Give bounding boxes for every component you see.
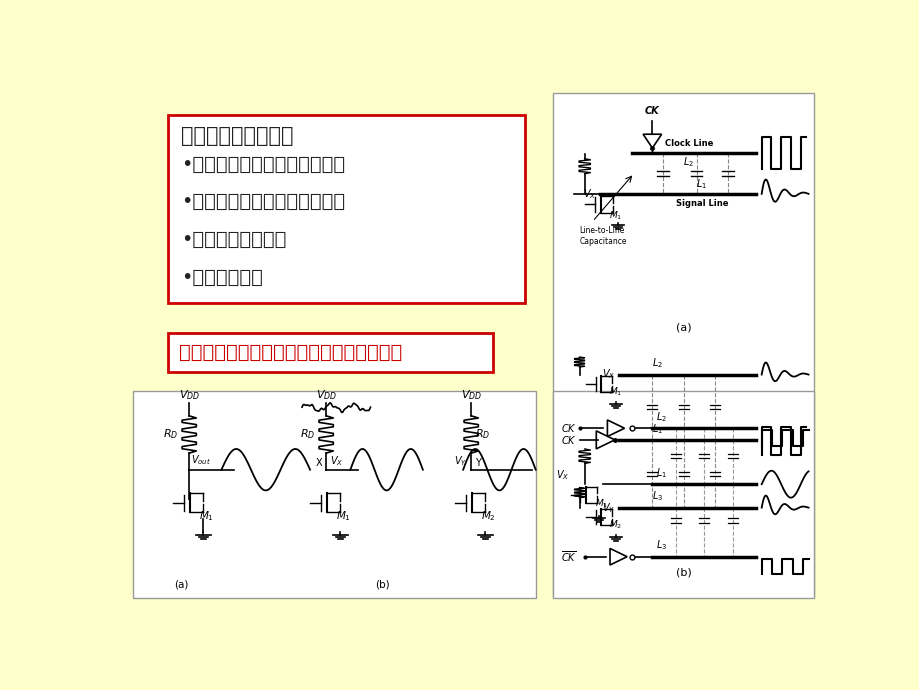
Text: X: X bbox=[315, 457, 323, 468]
Text: $R_D$: $R_D$ bbox=[300, 428, 315, 442]
Text: (a): (a) bbox=[174, 580, 188, 590]
Text: Y: Y bbox=[474, 457, 480, 468]
Text: •线性度相对高: •线性度相对高 bbox=[181, 268, 263, 287]
FancyBboxPatch shape bbox=[132, 391, 535, 598]
Text: CK: CK bbox=[644, 106, 659, 116]
Text: (b): (b) bbox=[375, 580, 390, 590]
Text: $M_1$: $M_1$ bbox=[608, 385, 621, 397]
Text: (b): (b) bbox=[675, 568, 691, 578]
Text: $L_2$: $L_2$ bbox=[652, 357, 663, 371]
Text: Signal Line: Signal Line bbox=[675, 199, 727, 208]
Text: $L_3$: $L_3$ bbox=[652, 490, 663, 504]
Text: $M_2$: $M_2$ bbox=[608, 518, 621, 531]
Text: $M_1$: $M_1$ bbox=[199, 509, 214, 523]
Text: $V_X$: $V_X$ bbox=[601, 368, 614, 382]
Text: •增大了可得到的最大电压摏幅: •增大了可得到的最大电压摏幅 bbox=[181, 193, 345, 211]
Text: $V_Y$: $V_Y$ bbox=[601, 501, 614, 515]
Text: $M_1$: $M_1$ bbox=[594, 497, 607, 510]
Text: $L_1$: $L_1$ bbox=[655, 466, 666, 480]
Text: (a): (a) bbox=[675, 323, 691, 333]
Text: 关于差动电路和单端电路的版图面积问题！: 关于差动电路和单端电路的版图面积问题！ bbox=[179, 343, 402, 362]
Text: $V_{DD}$: $V_{DD}$ bbox=[315, 388, 336, 402]
Text: $L_2$: $L_2$ bbox=[683, 155, 694, 169]
Text: $L_1$: $L_1$ bbox=[652, 422, 663, 435]
Text: 差动工作方式优点：: 差动工作方式优点： bbox=[181, 126, 293, 146]
Text: •偏置电路相对简单: •偏置电路相对简单 bbox=[181, 230, 287, 249]
FancyBboxPatch shape bbox=[168, 333, 493, 373]
Text: $V_{out}$: $V_{out}$ bbox=[190, 453, 210, 467]
Text: $\overline{CK}$: $\overline{CK}$ bbox=[561, 549, 576, 564]
FancyBboxPatch shape bbox=[168, 115, 525, 304]
Text: $M_2$: $M_2$ bbox=[481, 509, 495, 523]
Text: $R_D$: $R_D$ bbox=[163, 428, 178, 442]
Text: $CK$: $CK$ bbox=[561, 434, 576, 446]
Text: $M_1$: $M_1$ bbox=[608, 210, 621, 222]
Text: $V_Y$: $V_Y$ bbox=[454, 454, 467, 468]
Text: $R_D$: $R_D$ bbox=[474, 428, 490, 442]
Text: $V_X$: $V_X$ bbox=[329, 454, 343, 468]
Text: $L_2$: $L_2$ bbox=[655, 410, 666, 424]
Text: $V_X$: $V_X$ bbox=[583, 187, 596, 201]
Text: $M_1$: $M_1$ bbox=[335, 509, 351, 523]
FancyBboxPatch shape bbox=[553, 391, 813, 598]
Text: $V_{DD}$: $V_{DD}$ bbox=[178, 388, 199, 402]
FancyBboxPatch shape bbox=[553, 93, 813, 595]
Text: Clock Line: Clock Line bbox=[664, 139, 712, 148]
Text: $V_{DD}$: $V_{DD}$ bbox=[460, 388, 482, 402]
Text: $L_3$: $L_3$ bbox=[655, 539, 666, 553]
Text: $L_1$: $L_1$ bbox=[696, 177, 707, 191]
Text: •抗干扰能力强，抑制共模噪声: •抗干扰能力强，抑制共模噪声 bbox=[181, 155, 345, 173]
Text: $V_X$: $V_X$ bbox=[555, 468, 569, 482]
Text: Line-to-Line
Capacitance: Line-to-Line Capacitance bbox=[579, 226, 627, 246]
Text: $CK$: $CK$ bbox=[561, 422, 576, 434]
